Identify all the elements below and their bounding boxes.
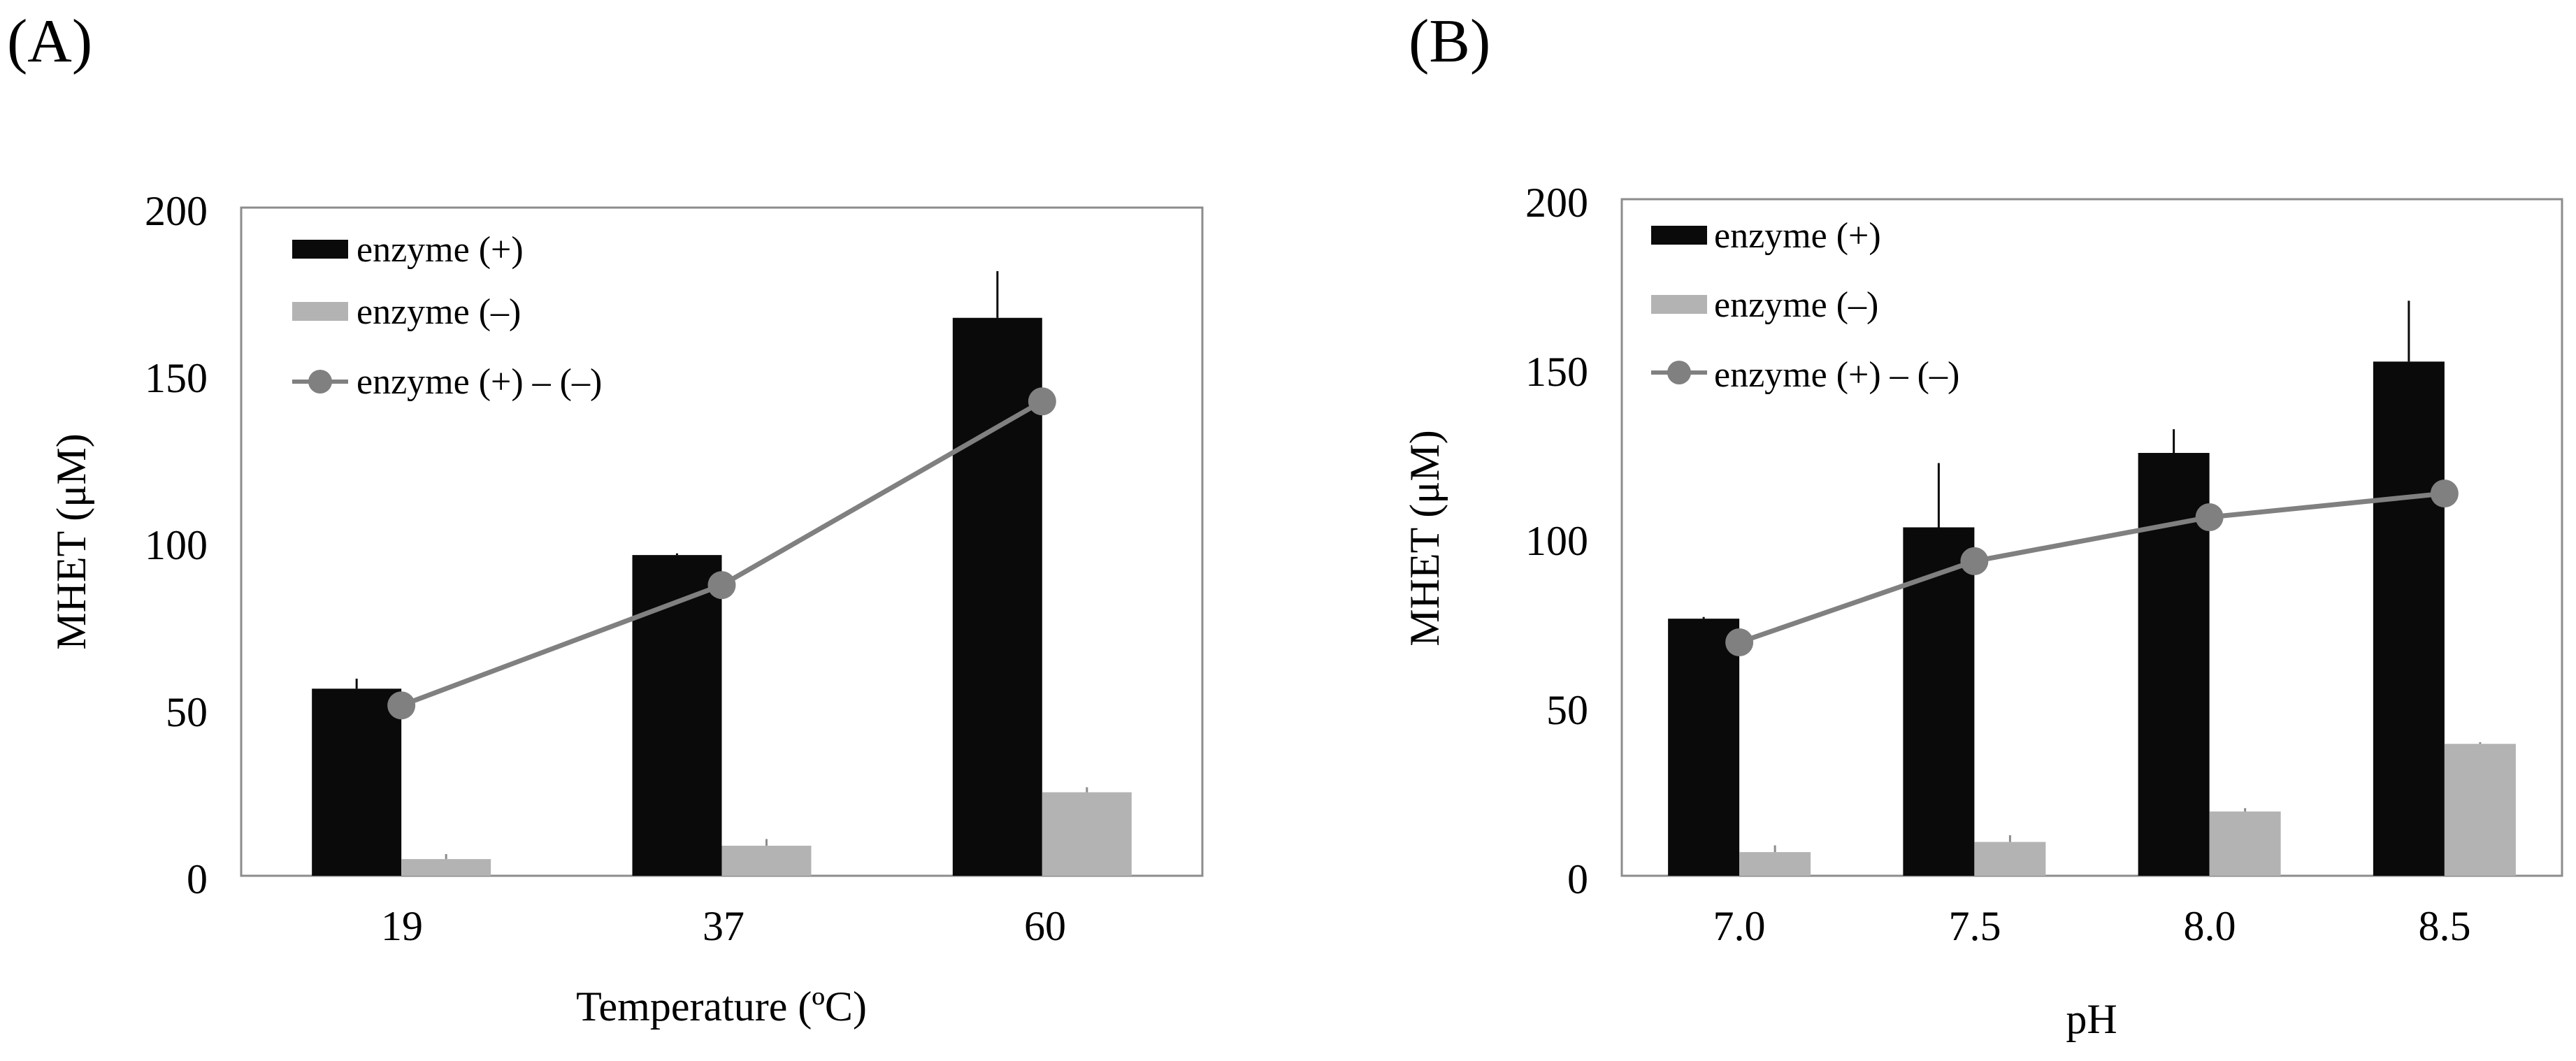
legend-label: enzyme (+): [1714, 216, 1881, 256]
y-tick-labels-b: 0 50 100 150 200: [1525, 180, 1588, 902]
y-tick-label: 150: [145, 355, 208, 401]
legend-label: enzyme (+) – (–): [357, 362, 602, 402]
y-tick-label: 100: [145, 522, 208, 568]
legend-swatch-difference-marker: [1667, 361, 1691, 384]
bar-enzyme-minus: [401, 859, 491, 876]
legend-swatch-enzyme-plus: [292, 240, 348, 259]
y-tick-label: 50: [1546, 687, 1588, 733]
y-axis-label-b: MHET (μM): [1402, 430, 1448, 646]
difference-point: [1960, 547, 1989, 575]
difference-point: [707, 571, 736, 600]
x-tick-label: 37: [703, 903, 744, 949]
panel-a: (A) 0 50 100 150 200 MHET (μM) 19 37 60 …: [7, 8, 1204, 1030]
bar-enzyme-minus: [1042, 792, 1132, 876]
x-tick-labels-b: 7.0 7.5 8.0 8.5: [1713, 903, 2471, 949]
legend-label: enzyme (–): [357, 292, 521, 332]
legend-label: enzyme (+) – (–): [1714, 355, 1959, 395]
x-tick-label: 7.5: [1949, 903, 2001, 949]
y-tick-labels-a: 0 50 100 150 200: [145, 188, 208, 902]
legend-b: enzyme (+) enzyme (–) enzyme (+) – (–): [1651, 216, 1959, 395]
panel-label-a: (A): [7, 8, 92, 75]
bar-enzyme-plus: [632, 555, 722, 876]
plot-area-b: [1620, 198, 2563, 877]
bar-enzyme-minus: [2444, 744, 2516, 876]
x-axis-label-a: Temperature (ºC): [576, 983, 867, 1030]
bar-enzyme-minus: [721, 845, 812, 876]
y-tick-label: 50: [166, 689, 208, 735]
y-tick-label: 0: [1567, 856, 1588, 902]
bar-enzyme-minus: [1739, 852, 1811, 876]
legend-swatch-enzyme-minus: [292, 302, 348, 321]
y-tick-label: 150: [1525, 349, 1588, 395]
y-tick-label: 200: [145, 188, 208, 234]
legend-swatch-enzyme-minus: [1651, 295, 1707, 314]
legend-swatch-difference-marker: [308, 370, 332, 394]
difference-line-b: [1725, 479, 2459, 657]
x-tick-label: 8.5: [2419, 903, 2471, 949]
legend-swatch-enzyme-plus: [1651, 226, 1707, 245]
x-tick-label: 60: [1024, 903, 1066, 949]
bar-enzyme-minus: [1974, 842, 2046, 876]
panel-b: (B) 0 50 100 150 200 MHET (μM) 7.0 7.5 8…: [1402, 8, 2563, 1042]
bar-enzyme-plus: [1668, 619, 1740, 876]
bar-enzyme-plus: [2373, 361, 2445, 876]
legend-label: enzyme (+): [357, 230, 524, 270]
y-tick-label: 0: [187, 856, 208, 902]
bar-enzyme-plus: [312, 688, 402, 876]
y-tick-label: 200: [1525, 180, 1588, 226]
difference-line-a: [387, 387, 1056, 720]
y-tick-label: 100: [1525, 518, 1588, 564]
difference-point: [387, 691, 416, 720]
difference-line: [1738, 491, 2445, 645]
x-tick-label: 7.0: [1713, 903, 1766, 949]
panel-label-b: (B): [1409, 8, 1490, 75]
legend-label: enzyme (–): [1714, 285, 1878, 325]
x-tick-label: 19: [381, 903, 423, 949]
x-tick-labels-a: 19 37 60: [381, 903, 1066, 949]
y-axis-label-a: MHET (μM): [48, 433, 94, 649]
difference-point: [2195, 503, 2224, 531]
bar-enzyme-minus: [2209, 811, 2281, 876]
x-axis-label-b: pH: [2066, 996, 2117, 1042]
difference-point: [1725, 628, 1754, 657]
bar-enzyme-plus: [1903, 527, 1975, 876]
x-tick-label: 8.0: [2184, 903, 2236, 949]
difference-point: [1028, 387, 1056, 416]
legend-a: enzyme (+) enzyme (–) enzyme (+) – (–): [292, 230, 602, 402]
difference-point: [2430, 479, 2459, 508]
